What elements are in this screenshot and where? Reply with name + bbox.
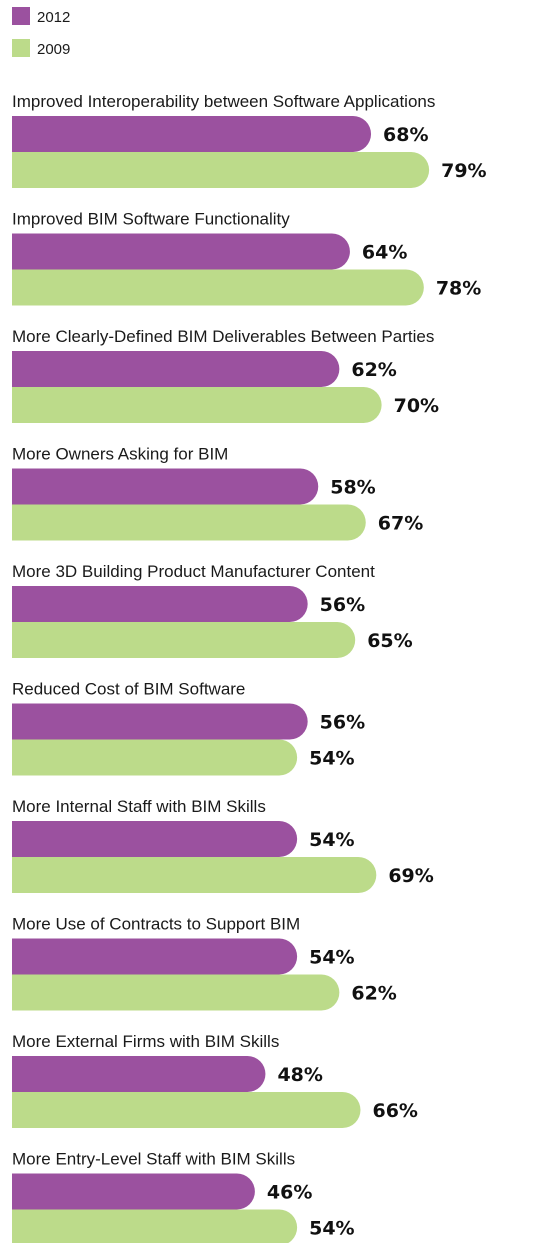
legend: 2012 2009: [12, 7, 70, 58]
category-group: More External Firms with BIM Skills 48% 66…: [12, 1032, 418, 1128]
bar-2009: [12, 857, 377, 893]
category-group: More Owners Asking for BIM 58%67%: [12, 445, 423, 541]
bar-2012: [12, 233, 350, 270]
bar-2012: [12, 938, 298, 975]
value-label-2012: 56%: [320, 712, 365, 734]
chart-groups: Improved Interoperability between Softwa…: [12, 92, 487, 1243]
legend-label-2012: 2012: [37, 9, 70, 26]
category-label: Improved Interoperability between Softwa…: [12, 92, 435, 111]
value-label-2009: 62%: [351, 983, 396, 1005]
bar-2012: [12, 1056, 266, 1092]
category-label: Improved BIM Software Functionality: [12, 210, 290, 229]
value-label-2009: 67%: [378, 513, 423, 535]
category-group: Reduced Cost of BIM Software 56% 54%: [12, 680, 365, 776]
value-label-2012: 64%: [362, 242, 407, 264]
bar-2012: [12, 468, 319, 505]
bar-2012: [12, 703, 308, 740]
bar-2009: [12, 152, 430, 188]
value-label-2012: 62%: [351, 359, 396, 381]
bar-2012: [12, 116, 372, 152]
bar-2009: [12, 504, 366, 541]
bar-2012: [12, 586, 308, 622]
category-group: Improved Interoperability between Softwa…: [12, 92, 487, 188]
value-label-2009: 65%: [367, 630, 412, 652]
legend-label-2009: 2009: [37, 41, 70, 58]
category-label: More Clearly-Defined BIM Deliverables Be…: [12, 327, 434, 346]
bar-2009: [12, 1209, 298, 1243]
category-group: More Internal Staff with BIM Skills 54% 69…: [12, 797, 434, 893]
value-label-2012: 56%: [320, 594, 365, 616]
category-label: More External Firms with BIM Skills: [12, 1032, 279, 1051]
category-group: More Use of Contracts to Support BIM 54% 6…: [12, 915, 397, 1011]
value-label-2009: 66%: [372, 1100, 417, 1122]
bar-2009: [12, 269, 424, 306]
category-group: More Clearly-Defined BIM Deliverables Be…: [12, 327, 439, 423]
value-label-2012: 58%: [330, 477, 375, 499]
value-label-2009: 78%: [436, 278, 481, 300]
legend-swatch-2012: [12, 7, 30, 25]
category-label: More Entry-Level Staff with BIM Skills: [12, 1150, 295, 1169]
value-label-2009: 69%: [388, 865, 433, 887]
value-label-2009: 79%: [441, 160, 486, 182]
category-label: More 3D Building Product Manufacturer Co…: [12, 562, 375, 581]
legend-swatch-2009: [12, 39, 30, 57]
value-label-2009: 70%: [394, 395, 439, 417]
bar-2012: [12, 821, 298, 857]
category-label: More Use of Contracts to Support BIM: [12, 915, 300, 934]
bar-2012: [12, 1173, 255, 1210]
bar-2012: [12, 351, 340, 387]
category-group: More 3D Building Product Manufacturer Co…: [12, 562, 413, 658]
value-label-2012: 48%: [277, 1064, 322, 1086]
value-label-2012: 46%: [267, 1182, 312, 1204]
category-label: More Internal Staff with BIM Skills: [12, 797, 266, 816]
value-label-2009: 54%: [309, 748, 354, 770]
value-label-2012: 68%: [383, 124, 428, 146]
bar-2009: [12, 739, 298, 776]
value-label-2012: 54%: [309, 829, 354, 851]
category-group: More Entry-Level Staff with BIM Skills 46…: [12, 1150, 355, 1243]
category-label: Reduced Cost of BIM Software: [12, 680, 245, 699]
value-label-2012: 54%: [309, 947, 354, 969]
bar-2009: [12, 622, 356, 658]
category-group: Improved BIM Software Functionality 64% 78…: [12, 210, 481, 306]
bar-2009: [12, 974, 340, 1011]
category-label: More Owners Asking for BIM: [12, 445, 228, 464]
bar-2009: [12, 1092, 361, 1128]
value-label-2009: 54%: [309, 1218, 354, 1240]
bar-2009: [12, 387, 382, 423]
